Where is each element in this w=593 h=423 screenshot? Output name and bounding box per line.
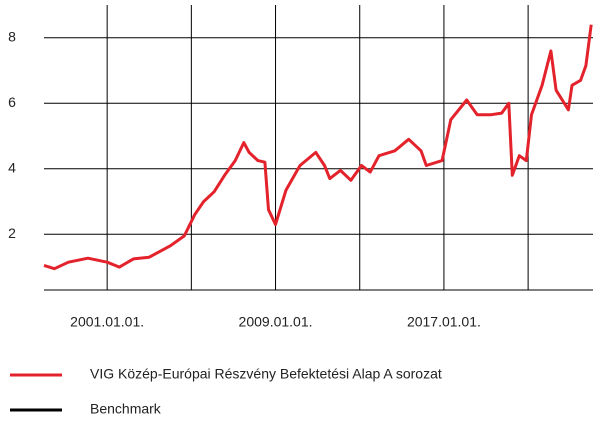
- legend-label: Benchmark: [90, 401, 162, 417]
- x-tick-label: 2017.01.01.: [407, 314, 481, 330]
- x-tick-label: 2001.01.01.: [70, 314, 144, 330]
- x-tick-label: 2009.01.01.: [239, 314, 313, 330]
- y-tick-label: 6: [8, 94, 16, 110]
- data-line: [43, 24, 593, 271]
- legend-label: VIG Közép-Európai Részvény Befektetési A…: [90, 366, 442, 382]
- y-tick-label: 8: [8, 28, 16, 44]
- y-tick-label: 4: [8, 159, 16, 175]
- y-tick-label: 2: [8, 225, 16, 241]
